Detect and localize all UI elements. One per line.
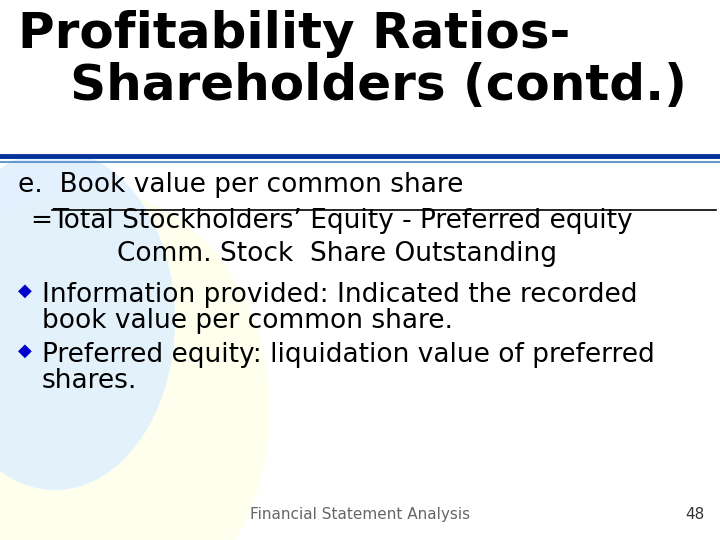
Text: Shareholders (contd.): Shareholders (contd.): [18, 62, 687, 110]
Text: shares.: shares.: [42, 368, 138, 394]
FancyBboxPatch shape: [0, 0, 720, 155]
Text: Information provided: Indicated the recorded: Information provided: Indicated the reco…: [42, 282, 637, 308]
Ellipse shape: [0, 190, 270, 540]
Text: Financial Statement Analysis: Financial Statement Analysis: [250, 507, 470, 522]
Text: Comm. Stock  Share Outstanding: Comm. Stock Share Outstanding: [117, 241, 557, 267]
Text: =: =: [30, 208, 52, 234]
Text: 48: 48: [685, 507, 705, 522]
Text: ◆: ◆: [18, 342, 32, 360]
Text: e.  Book value per common share: e. Book value per common share: [18, 172, 464, 198]
Text: Profitability Ratios-: Profitability Ratios-: [18, 10, 570, 58]
Text: Total Stockholders’ Equity - Preferred equity: Total Stockholders’ Equity - Preferred e…: [52, 208, 633, 234]
Text: ◆: ◆: [18, 282, 32, 300]
Text: Preferred equity: liquidation value of preferred: Preferred equity: liquidation value of p…: [42, 342, 654, 368]
Ellipse shape: [0, 150, 175, 490]
Text: book value per common share.: book value per common share.: [42, 308, 453, 334]
